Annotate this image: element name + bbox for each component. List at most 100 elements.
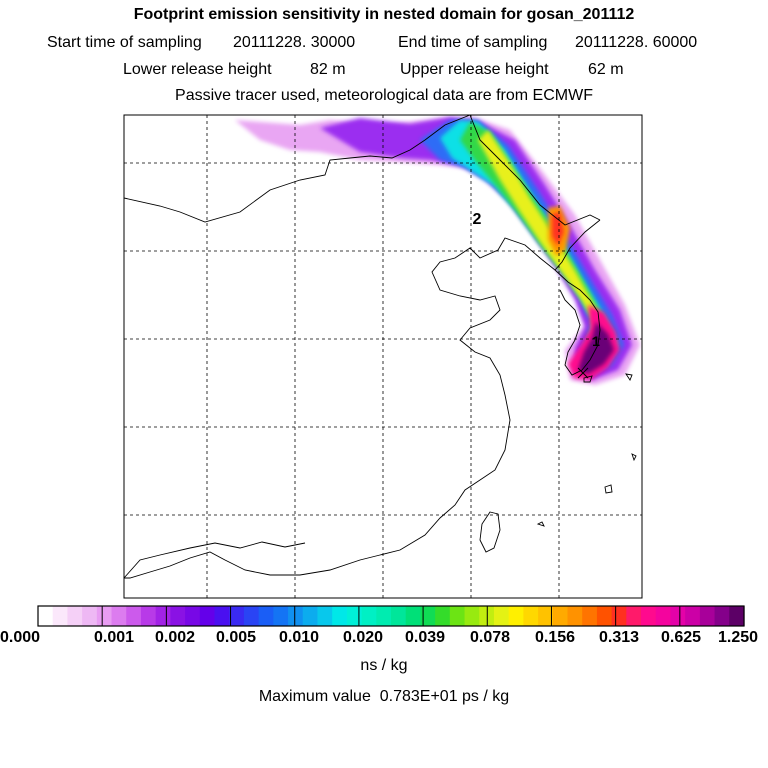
southern-border <box>124 541 306 579</box>
plume-layer <box>235 116 640 385</box>
sampling-time-row: Start time of sampling 20111228. 30000 E… <box>0 34 768 54</box>
taiwan <box>479 511 501 553</box>
color-bar-swatch <box>685 606 701 626</box>
color-bar-swatch <box>552 606 569 626</box>
color-bar-swatch <box>82 606 98 626</box>
color-bar-swatch <box>38 606 54 626</box>
tick-label: 0.078 <box>469 629 511 646</box>
color-bar-swatch <box>435 606 451 626</box>
ryukyu-4 <box>536 521 545 527</box>
plume-yellow-band <box>478 130 606 352</box>
lat-lon-grid <box>124 115 642 598</box>
color-bar-swatch <box>641 606 657 626</box>
receptor-marker <box>577 367 589 379</box>
color-bar-swatch <box>96 606 113 626</box>
color-bar-swatch <box>155 606 171 626</box>
color-bar-swatch <box>714 606 730 626</box>
jeju <box>583 375 593 383</box>
color-bar-swatch <box>52 606 69 626</box>
tick-label: 0.313 <box>598 629 640 646</box>
color-bar-swatch <box>391 606 407 626</box>
color-bar-swatch <box>611 606 627 626</box>
color-bar-swatch <box>214 606 230 626</box>
color-bar-swatch <box>655 606 672 626</box>
plume-red-core <box>552 212 564 246</box>
color-bar-swatch <box>567 606 583 626</box>
color-bar-swatch <box>523 606 539 626</box>
tick-label: 0.039 <box>404 629 446 646</box>
tick-label: 0.001 <box>93 629 135 646</box>
lower-height-value: 82 m <box>310 61 346 78</box>
marker-label-2: 2 <box>472 211 482 228</box>
color-bar-swatch <box>288 606 304 626</box>
color-bar-swatch <box>596 606 613 626</box>
tick-label: 0.010 <box>278 629 320 646</box>
ryukyu-2 <box>604 484 613 494</box>
maximum-value-row: Maximum value 0.783E+01 ps / kg <box>0 688 768 706</box>
color-bar-swatch <box>170 606 186 626</box>
color-bar-swatch <box>346 606 363 626</box>
color-bar-swatch <box>449 606 466 626</box>
color-bar-swatch <box>376 606 392 626</box>
end-time-label: End time of sampling <box>398 34 548 51</box>
color-bar-swatch <box>626 606 642 626</box>
color-bar-swatch <box>538 606 554 626</box>
tick-label: 0.002 <box>154 629 196 646</box>
start-time-value: 20111228. 30000 <box>233 34 356 51</box>
color-bar-swatch <box>493 606 510 626</box>
tick-label: 0.625 <box>660 629 702 646</box>
tick-label: 0.020 <box>342 629 384 646</box>
color-bar-swatch <box>420 606 436 626</box>
border-line-east <box>469 115 601 226</box>
color-bar-swatch <box>508 606 524 626</box>
color-bar-ticks: 0.000 0.001 0.002 0.005 0.010 0.020 0.03… <box>0 629 768 649</box>
release-height-row: Lower release height 82 m Upper release … <box>0 61 768 81</box>
color-bar-swatch <box>464 606 480 626</box>
color-bar-swatch <box>670 606 686 626</box>
tick-label: 1.250 <box>717 629 759 646</box>
color-bar-swatch <box>140 606 157 626</box>
lower-height-label: Lower release height <box>123 61 272 78</box>
tick-label: 0.156 <box>534 629 576 646</box>
upper-height-value: 62 m <box>588 61 624 78</box>
coastlines <box>124 115 637 579</box>
color-bar-swatch <box>273 606 289 626</box>
map-title: Footprint emission sensitivity in nested… <box>133 6 635 23</box>
max-value-label: Maximum value <box>258 688 371 705</box>
ryukyu-3 <box>625 373 633 381</box>
coastline-bohai-korea <box>124 219 601 579</box>
color-bar-swatch <box>229 606 245 626</box>
color-bar-swatch <box>126 606 142 626</box>
upper-height-label: Upper release height <box>400 61 549 78</box>
color-bar-swatch <box>699 606 716 626</box>
color-bar-swatch <box>582 606 598 626</box>
ryukyu-1 <box>631 453 637 462</box>
color-bar <box>37 606 745 626</box>
color-bar-swatch <box>332 606 348 626</box>
color-bar-swatch <box>199 606 216 626</box>
plume-green-band <box>460 122 612 358</box>
color-bar-swatch <box>729 606 745 626</box>
start-time-label: Start time of sampling <box>47 34 202 51</box>
model-note: Passive tracer used, meteorological data… <box>175 87 593 104</box>
tick-label: 0.005 <box>215 629 257 646</box>
map-frame <box>123 114 643 599</box>
tick-label: 0.000 <box>0 629 41 646</box>
color-bar-swatch <box>405 606 422 626</box>
color-bar-swatch <box>243 606 260 626</box>
color-bar-swatch <box>185 606 201 626</box>
color-bar-swatch <box>317 606 333 626</box>
korea-peninsula <box>554 269 601 376</box>
color-bar-swatch <box>361 606 377 626</box>
color-bar-frame <box>37 605 745 627</box>
max-value: 0.783E+01 ps / kg <box>379 688 510 705</box>
color-bar-unit: ns / kg <box>360 657 408 674</box>
border-line-north <box>124 115 471 223</box>
color-bar-swatch <box>258 606 274 626</box>
color-bar-swatch <box>302 606 319 626</box>
color-bar-swatch <box>67 606 83 626</box>
color-bar-swatch <box>111 606 127 626</box>
end-time-value: 20111228. 60000 <box>575 34 698 51</box>
marker-label-1: 1 <box>592 333 600 349</box>
